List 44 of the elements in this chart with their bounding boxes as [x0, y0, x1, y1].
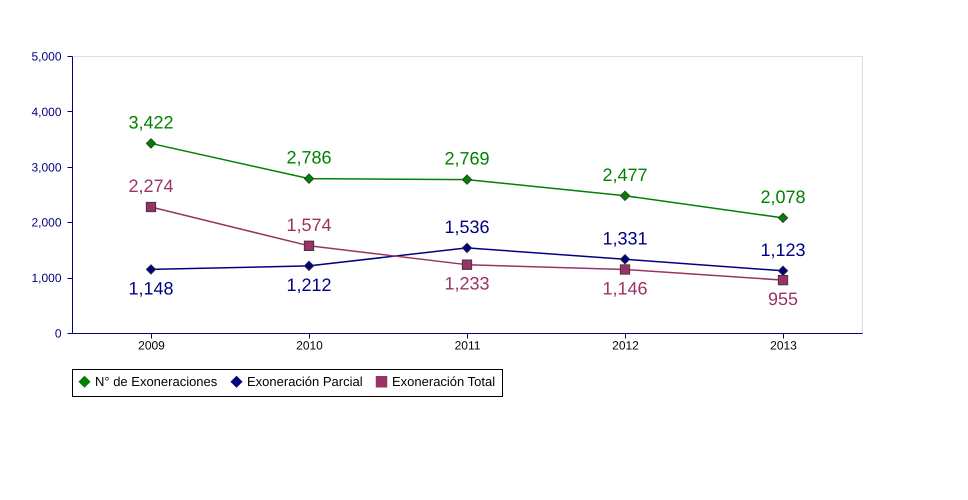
data-label: 1,146: [602, 278, 648, 299]
x-tick-label: 2010: [296, 338, 324, 352]
data-label: 2,078: [760, 186, 806, 207]
data-label: 1,536: [444, 216, 490, 237]
y-tick-label: 1,000: [31, 271, 62, 286]
data-label: 1,123: [760, 240, 806, 260]
point: [620, 190, 630, 201]
point: [146, 138, 156, 149]
data-label: 2,786: [286, 148, 332, 168]
point: [778, 266, 788, 276]
x-tick-label: 2011: [454, 338, 481, 352]
y-tick-label: 2,000: [31, 216, 62, 230]
point: [304, 260, 314, 271]
data-label: 2,477: [602, 164, 648, 185]
point: [620, 264, 630, 275]
point: [462, 260, 472, 270]
data-label: 955: [768, 289, 798, 310]
point: [462, 174, 472, 185]
point: [778, 274, 788, 286]
data-label: 3,422: [128, 112, 174, 132]
point: [462, 242, 472, 254]
data-label: 1,331: [602, 228, 648, 248]
point: [146, 264, 156, 275]
data-label: 1,212: [286, 274, 332, 295]
y-tick-label: 5,000: [31, 50, 62, 64]
y-tick-label: 3,000: [31, 160, 62, 174]
point: [620, 254, 630, 264]
legend-label: Exoneración Parcial: [247, 374, 363, 389]
data-label: 1,233: [444, 274, 490, 294]
x-tick-label: 2013: [770, 338, 798, 352]
point: [778, 212, 788, 224]
y-tick-label: 4,000: [31, 104, 62, 119]
data-label: 2,274: [128, 176, 174, 196]
x-tick-label: 2009: [138, 338, 166, 352]
point: [146, 202, 156, 212]
x-tick-label: 2012: [612, 338, 640, 352]
y-tick-label: 0: [54, 326, 62, 340]
legend-label: Exoneración Total: [392, 374, 496, 389]
legend-label: N° de Exoneraciones: [95, 374, 218, 389]
point: [304, 240, 314, 251]
data-label: 2,769: [444, 148, 490, 169]
point: [304, 174, 314, 184]
data-label: 1,574: [286, 214, 332, 235]
data-label: 1,148: [128, 278, 174, 298]
